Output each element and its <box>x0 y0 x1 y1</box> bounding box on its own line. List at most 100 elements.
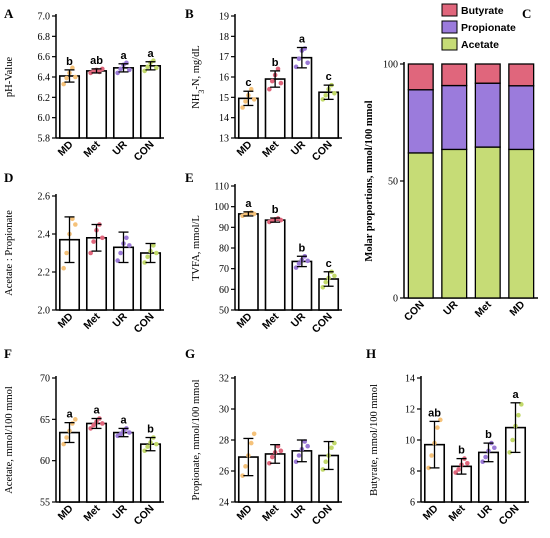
y-tick-label-B: 15 <box>219 93 229 104</box>
point-H-MD <box>426 465 431 471</box>
sig-label-E-CON: c <box>326 258 332 270</box>
point-H-UR <box>492 445 497 451</box>
bar-E-Met <box>264 219 286 311</box>
y-tick-label-E: 60 <box>219 285 229 296</box>
y-tick-label-G: 28 <box>219 436 229 447</box>
sig-label-A-Met: ab <box>90 55 103 67</box>
point-A-MD <box>64 75 69 81</box>
bar-A-Met <box>85 70 108 139</box>
sig-label-H-Met: b <box>458 445 465 457</box>
y-tick-label-F: 65 <box>40 415 50 426</box>
sig-label-H-UR: b <box>485 429 492 441</box>
y-tick-label-E: 70 <box>219 264 229 275</box>
point-H-MD <box>429 453 434 458</box>
y-tick-label-H: 14 <box>405 374 415 385</box>
stacked-bar-acetate-MD <box>508 148 535 299</box>
legend-label-propionate: Propionate <box>461 22 516 34</box>
y-tick-label-F: 70 <box>40 374 50 385</box>
x-tick-label-G: UR <box>289 502 309 522</box>
point-D-CON <box>145 254 150 260</box>
y-tick-label-A: 6.2 <box>38 93 51 104</box>
point-F-UR <box>127 430 132 435</box>
stacked-bar-butyrate-UR <box>441 63 468 87</box>
point-H-UR <box>483 454 488 460</box>
x-tick-label-F: MD <box>56 502 76 522</box>
x-tick-label-D: CON <box>132 311 157 336</box>
point-G-MD <box>243 464 248 469</box>
x-tick-label-F: CON <box>132 503 157 528</box>
point-G-UR <box>296 453 302 458</box>
stacked-bar-propionate-UR <box>441 84 468 151</box>
point-F-CON <box>154 441 159 447</box>
x-tick-label-A: MD <box>56 138 76 158</box>
point-H-MD <box>435 425 440 430</box>
x-tick-label-B: MD <box>234 138 254 158</box>
legend-label-acetate: Acetate <box>461 39 499 51</box>
x-tick-label-F: Met <box>81 502 103 524</box>
stacked-bar-propionate-MD <box>508 85 535 151</box>
point-B-CON <box>320 97 326 102</box>
panel-letter-E: E <box>185 170 194 185</box>
y-tick-label-B: 16 <box>219 73 229 84</box>
x-tick-label-H: Met <box>446 502 468 524</box>
x-tick-label-D: Met <box>81 310 103 332</box>
stacked-bar-butyrate-CON <box>407 63 434 91</box>
sig-label-F-MD: a <box>66 409 73 421</box>
point-F-Met <box>91 422 96 428</box>
panel-C: C Butyrate Propionate Acetate Molar proporti… <box>364 3 538 324</box>
y-tick-label-G: 26 <box>219 467 229 478</box>
x-tick-label-A: UR <box>110 138 130 158</box>
panel-letter-G: G <box>185 346 195 361</box>
sig-label-E-MD: a <box>245 198 252 210</box>
y-tick-label-G: 30 <box>219 405 229 416</box>
point-G-MD <box>251 431 257 437</box>
y-tick-label-H: 10 <box>405 436 415 447</box>
point-B-Met <box>278 80 284 86</box>
point-D-UR <box>118 250 123 256</box>
y-axis-label-C: Molar proportions, mmol/100 mmol <box>364 100 375 261</box>
point-D-CON <box>151 243 156 248</box>
panel-letter-C: C <box>522 6 531 21</box>
point-A-CON <box>154 65 159 71</box>
point-A-MD <box>61 81 66 87</box>
sig-label-H-MD: ab <box>428 407 441 419</box>
x-tick-label-C: UR <box>441 298 461 318</box>
point-A-MD <box>73 74 78 80</box>
bar-B-UR <box>291 56 313 139</box>
point-E-MD <box>251 211 257 217</box>
sig-label-H-CON: a <box>512 389 519 401</box>
panel-letter-A: A <box>4 6 14 21</box>
x-tick-label-E: Met <box>260 310 282 332</box>
panel-letter-H: H <box>366 346 376 361</box>
y-tick-label-H: 8 <box>410 467 415 478</box>
point-B-CON <box>332 90 337 96</box>
y-tick-label-A: 7.0 <box>38 12 51 23</box>
sig-label-B-MD: c <box>245 77 251 89</box>
y-tick-label-E: 110 <box>214 182 229 193</box>
stacked-bar-butyrate-Met <box>474 63 501 84</box>
point-B-MD <box>240 105 245 110</box>
point-F-MD <box>73 417 78 422</box>
y-axis-label-F: Acetate, mmol/100 mmol <box>4 386 15 494</box>
x-tick-label-G: CON <box>310 503 335 528</box>
bar-F-Met <box>85 422 108 503</box>
x-tick-label-G: Met <box>260 502 282 524</box>
panel-letter-B: B <box>185 6 194 21</box>
point-B-MD <box>248 86 254 92</box>
panel-G: G Propionate, mmol/100 mmol 24 26 28 30 32 MD Me… <box>185 346 342 528</box>
stacked-bar-butyrate-MD <box>508 63 535 87</box>
point-A-MD <box>70 65 75 71</box>
y-axis-label-A: pH-Value <box>4 57 15 98</box>
point-D-CON <box>142 260 147 265</box>
x-tick-label-F: UR <box>110 502 130 522</box>
panel-F: F Acetate, mmol/100 mmol 55 60 65 70 a MD a Met a U… <box>4 346 164 528</box>
point-D-Met <box>100 235 105 241</box>
y-tick-label-H: 12 <box>405 405 415 416</box>
point-G-Met <box>269 454 275 460</box>
y-tick-label-E: 100 <box>214 202 229 213</box>
point-D-Met <box>88 250 93 256</box>
bar-F-UR <box>112 431 135 503</box>
x-tick-label-B: UR <box>289 138 309 158</box>
sig-label-A-CON: a <box>147 48 154 60</box>
